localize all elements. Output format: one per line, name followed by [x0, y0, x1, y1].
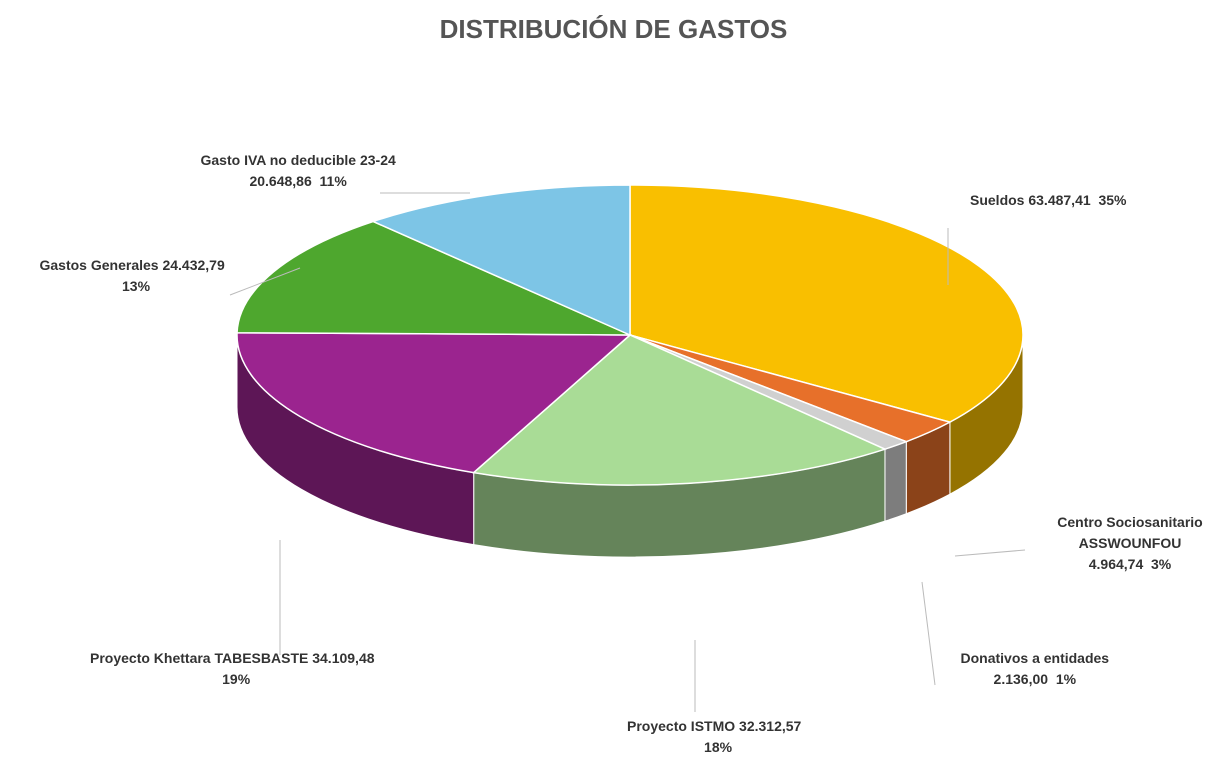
category-label: Proyecto Khettara TABESBASTE	[90, 650, 309, 666]
percent-label: 19%	[222, 671, 251, 687]
percent-label: 3%	[1151, 556, 1172, 572]
chart-title: DISTRIBUCIÓN DE GASTOS	[439, 14, 788, 44]
percent-label: 1%	[1055, 671, 1077, 687]
category-label: Gasto IVA no deducible 23-24	[200, 152, 396, 168]
data-label: Centro Sociosanitario ASSWOUNFOU 4.964,74…	[1040, 512, 1220, 575]
value-label: 4.964,74	[1088, 556, 1144, 572]
category-label: Donativos a entidades	[960, 650, 1110, 666]
category-label: Proyecto ISTMO	[627, 718, 736, 734]
value-label: 32.312,57	[739, 718, 802, 734]
data-label: Proyecto Khettara TABESBASTE 34.109,48 1…	[90, 648, 382, 690]
slice	[236, 331, 632, 474]
percent-label: 35%	[1098, 192, 1127, 208]
slice-side	[884, 440, 907, 522]
percent-label: 13%	[122, 278, 151, 294]
percent-label: 18%	[704, 739, 733, 755]
slice	[370, 184, 631, 337]
category-label: Gastos Generales	[39, 257, 159, 273]
value-label: 34.109,48	[312, 650, 375, 666]
slice	[236, 220, 631, 336]
slice	[472, 334, 888, 486]
leader-line	[229, 267, 301, 296]
data-label: Gastos Generales 24.432,79 13%	[40, 255, 233, 297]
category-label: Sueldos	[970, 192, 1025, 208]
value-label: 20.648,86	[249, 173, 312, 189]
value-label: 63.487,41	[1028, 192, 1091, 208]
leader-line	[921, 581, 936, 686]
data-label: Proyecto ISTMO 32.312,57 18%	[627, 716, 809, 758]
slice	[629, 184, 1024, 423]
category-label: Centro Sociosanitario ASSWOUNFOU	[1057, 514, 1203, 551]
percent-label: 11%	[319, 173, 347, 189]
value-label: 24.432,79	[162, 257, 225, 273]
leader-line	[954, 549, 1026, 557]
data-label: Sueldos 63.487,41 35%	[970, 190, 1126, 211]
value-label: 2.136,00	[993, 671, 1049, 687]
data-label: Donativos a entidades 2.136,00 1%	[961, 648, 1110, 690]
data-label: Gasto IVA no deducible 23-24 20.648,86 11…	[201, 150, 396, 192]
